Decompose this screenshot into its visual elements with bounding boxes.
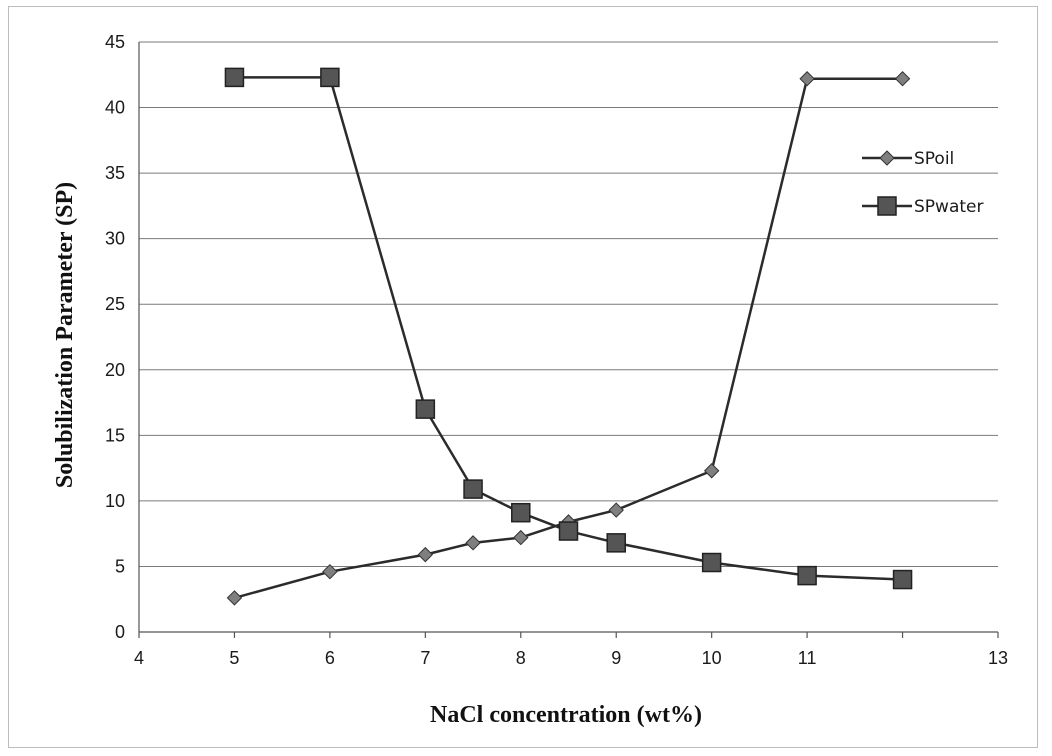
point-spoil-3 bbox=[465, 535, 481, 551]
point-spwater-1 bbox=[320, 67, 340, 88]
x-tick-label-10: 10 bbox=[702, 648, 722, 668]
point-spoil-6 bbox=[608, 502, 624, 518]
series-line-spoil bbox=[234, 77, 903, 600]
y-tick-label-45: 45 bbox=[105, 32, 125, 52]
y-tick-label-10: 10 bbox=[105, 491, 125, 511]
point-spwater-3 bbox=[463, 479, 483, 499]
x-tick-label-4: 4 bbox=[134, 648, 144, 668]
x-tick-label-8: 8 bbox=[516, 648, 526, 668]
point-spoil-0 bbox=[226, 590, 243, 606]
y-tick-label-15: 15 bbox=[105, 425, 125, 445]
point-spwater-6 bbox=[606, 533, 626, 553]
grid-lines bbox=[139, 41, 998, 567]
y-tick-label-40: 40 bbox=[105, 98, 125, 118]
point-spwater-4 bbox=[511, 502, 531, 523]
point-spwater-8 bbox=[797, 565, 817, 586]
x-axis-title: NaCl concentration (wt%) bbox=[430, 702, 702, 728]
series-spwater bbox=[224, 67, 913, 590]
point-spwater-2 bbox=[415, 399, 436, 419]
y-axis-title: Solubilization Parameter (SP) bbox=[52, 182, 78, 488]
y-tick-label-5: 5 bbox=[115, 556, 125, 576]
axes bbox=[138, 42, 999, 638]
y-tick-label-30: 30 bbox=[105, 229, 125, 249]
point-spoil-9 bbox=[894, 71, 911, 87]
y-tick-label-20: 20 bbox=[105, 360, 125, 380]
chart-frame bbox=[8, 6, 1038, 748]
point-spwater-0 bbox=[224, 67, 245, 88]
x-tick-labels: 4 5 6 7 8 9 10 11 13 bbox=[134, 648, 1008, 668]
legend: SPoil SPwater bbox=[862, 149, 983, 217]
y-tick-label-0: 0 bbox=[115, 622, 125, 642]
point-spwater-9 bbox=[892, 569, 913, 590]
x-tick-label-5: 5 bbox=[229, 648, 239, 668]
legend-label-spwater: SPwater bbox=[914, 197, 983, 217]
legend-marker-spwater bbox=[877, 196, 897, 216]
point-spwater-5 bbox=[558, 521, 579, 541]
legend-label-spoil: SPoil bbox=[914, 149, 954, 169]
legend-entry-spwater: SPwater bbox=[862, 196, 983, 217]
x-tick-label-13: 13 bbox=[988, 648, 1008, 668]
x-tick-label-7: 7 bbox=[420, 648, 430, 668]
legend-marker-spoil bbox=[879, 150, 895, 166]
point-spoil-1 bbox=[322, 563, 338, 580]
series bbox=[224, 67, 913, 606]
point-spoil-4 bbox=[513, 529, 529, 546]
series-line-spwater bbox=[234, 76, 903, 581]
point-spoil-2 bbox=[417, 546, 434, 563]
point-spwater-7 bbox=[701, 552, 722, 573]
y-tick-label-25: 25 bbox=[105, 294, 125, 314]
x-tick-label-6: 6 bbox=[325, 648, 335, 668]
legend-entry-spoil: SPoil bbox=[862, 149, 954, 169]
y-tick-labels: 0 5 10 15 20 25 30 35 40 45 bbox=[105, 32, 125, 642]
point-spoil-8 bbox=[799, 71, 815, 87]
y-tick-label-35: 35 bbox=[105, 163, 125, 183]
point-spoil-7 bbox=[703, 463, 720, 479]
x-tick-label-11: 11 bbox=[798, 648, 817, 668]
x-tick-label-9: 9 bbox=[611, 648, 621, 668]
